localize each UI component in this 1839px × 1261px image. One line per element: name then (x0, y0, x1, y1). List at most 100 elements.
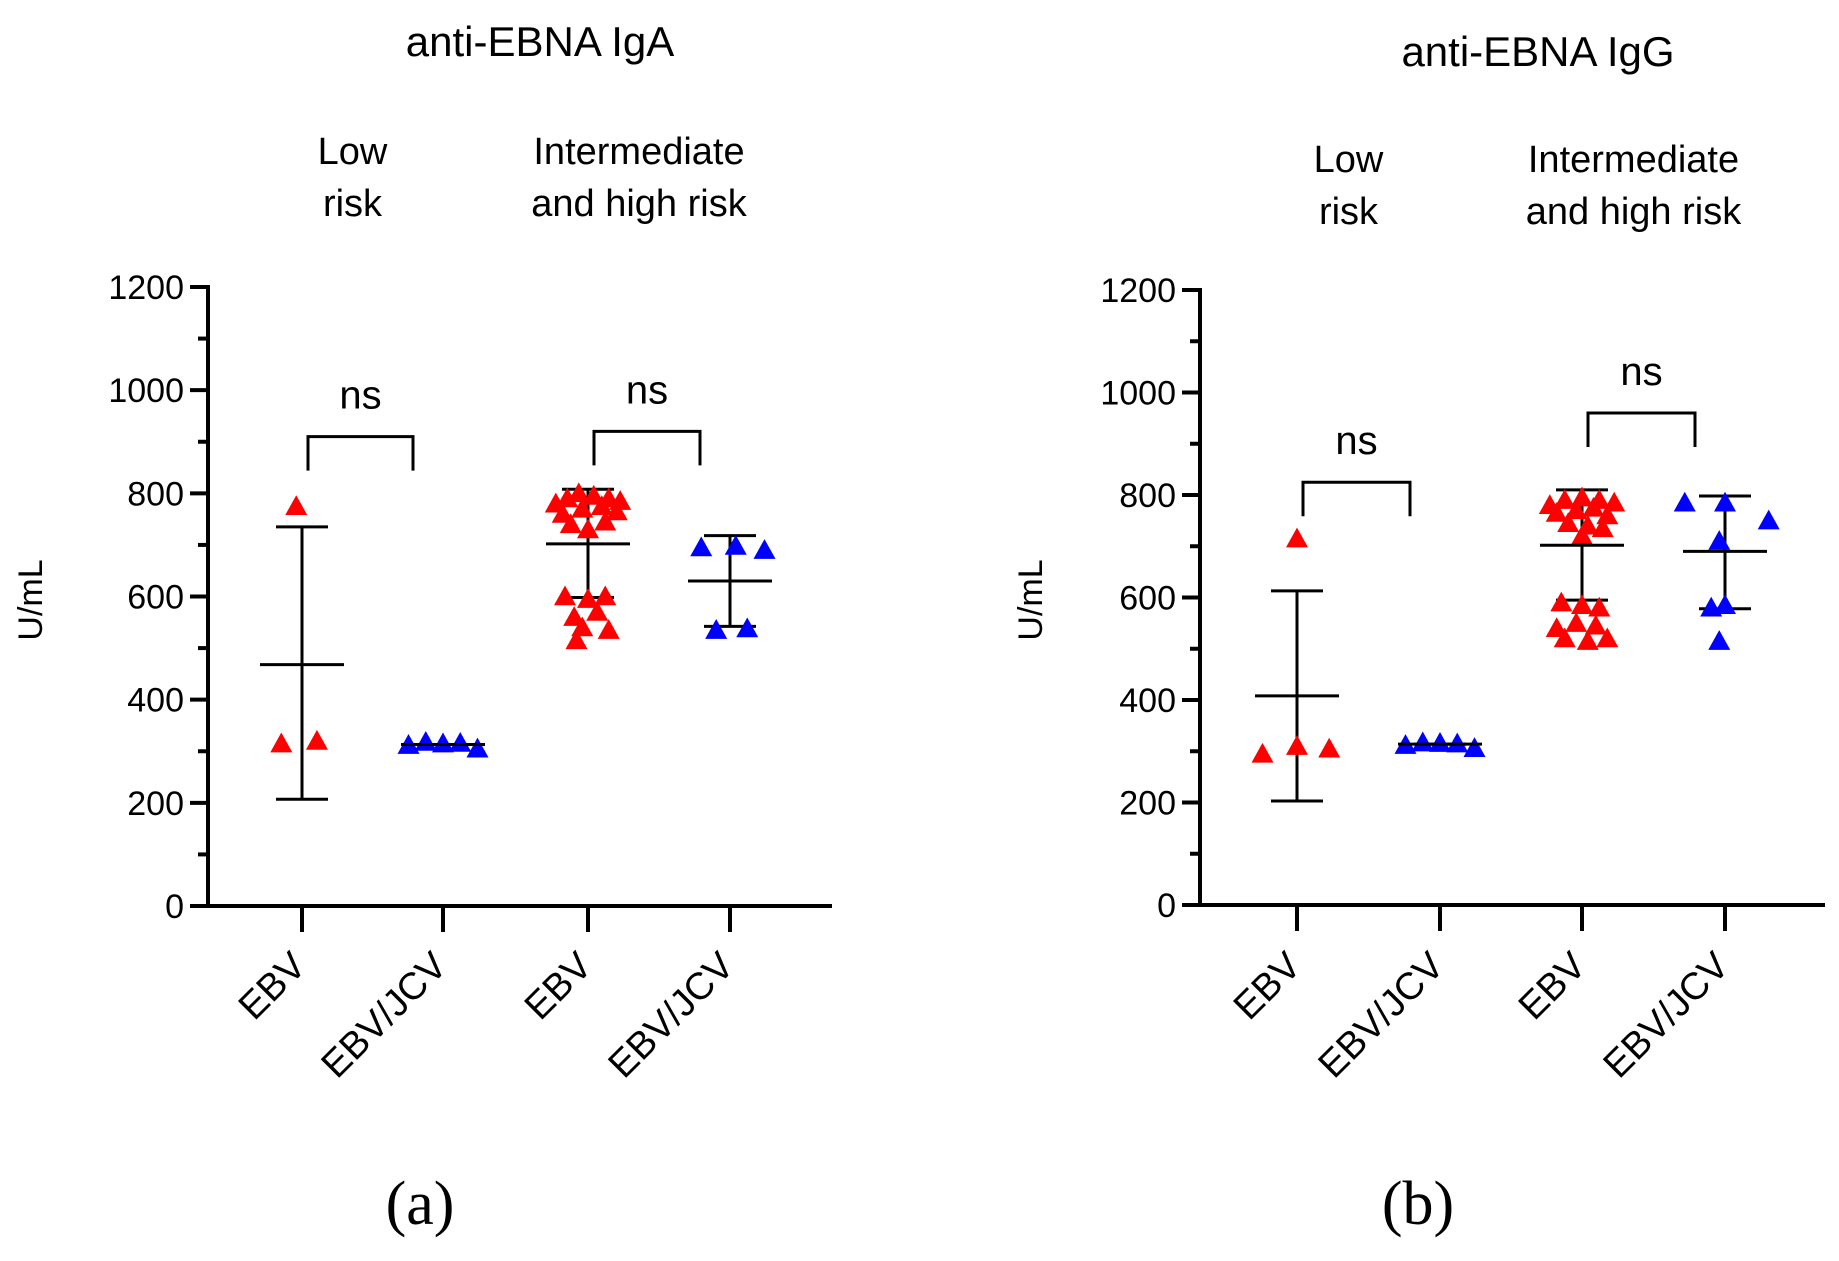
y-tick-label: 1200 (108, 269, 184, 307)
data-point (1714, 491, 1736, 512)
data-point (563, 606, 586, 626)
data-point (554, 585, 576, 606)
data-point (1429, 732, 1451, 752)
risk-group-label: Low (318, 131, 388, 173)
risk-group-label: risk (1319, 191, 1379, 233)
data-point (1571, 594, 1593, 614)
y-tick-label: 600 (127, 579, 184, 617)
data-point (1565, 499, 1588, 520)
data-point (1446, 732, 1469, 753)
data-point (582, 484, 605, 505)
data-point (1596, 627, 1619, 648)
y-tick-label: 600 (1119, 580, 1176, 618)
data-point (594, 510, 617, 531)
y-tick-label: 400 (127, 682, 184, 720)
data-point (586, 600, 609, 621)
data-point (597, 619, 620, 639)
significance-label: ns (1335, 419, 1377, 463)
data-point (1251, 742, 1274, 763)
data-point (594, 585, 617, 606)
x-tick-label: EBV (1511, 944, 1595, 1028)
x-tick-label: EBV/JCV (314, 944, 456, 1086)
data-point (559, 513, 582, 534)
chart-title: anti-EBNA IgG (1401, 28, 1674, 75)
panel-a: anti-EBNA IgA U/mL (a) 0 200 400 600 800 1000… (12, 18, 832, 1238)
panel-b: anti-EBNA IgG U/mL (b) 0 200 400 600 800 1000… (1012, 28, 1825, 1238)
comparison-bracket (592, 429, 702, 466)
data-point (1545, 501, 1568, 522)
data-point (753, 539, 776, 559)
comparison-bracket (306, 435, 415, 471)
risk-group-label: Low (1314, 139, 1384, 181)
data-point (270, 732, 293, 753)
data-point (605, 500, 628, 521)
data-point (1565, 612, 1588, 632)
y-tick-label: 1000 (1100, 375, 1176, 413)
x-tick-label: EBV (517, 944, 601, 1028)
risk-group-label: and high risk (1526, 191, 1742, 233)
significance-label: ns (1620, 350, 1662, 394)
data-point (736, 617, 759, 638)
data-point (414, 730, 437, 751)
significance-label: ns (626, 368, 668, 412)
data-point (1571, 525, 1593, 545)
y-axis-label: U/mL (12, 559, 50, 640)
panel-letter: (b) (1382, 1170, 1454, 1238)
data-point (285, 495, 308, 516)
x-tick-label: EBV (1226, 944, 1310, 1028)
data-point (1588, 596, 1611, 617)
y-tick-label: 400 (1119, 682, 1176, 720)
y-tick-label: 200 (127, 785, 184, 823)
data-point (1757, 509, 1780, 530)
data-point (1411, 731, 1434, 752)
data-point (1557, 512, 1580, 532)
y-tick-label: 0 (165, 888, 184, 926)
y-tick-label: 1200 (1100, 272, 1176, 310)
data-point (1591, 517, 1614, 538)
x-tick-label: EBV/JCV (1596, 944, 1738, 1086)
data-point (1582, 496, 1605, 517)
risk-group-label: Intermediate (533, 131, 744, 173)
data-point (724, 534, 747, 555)
y-tick-label: 200 (1119, 785, 1176, 823)
y-tick-label: 1000 (108, 372, 184, 410)
data-point (449, 731, 472, 752)
risk-group-label: and high risk (531, 183, 747, 225)
data-point (1286, 735, 1308, 755)
data-point (432, 732, 454, 753)
data-point (1463, 737, 1486, 757)
y-tick-label: 0 (1157, 887, 1176, 925)
data-point (1708, 530, 1731, 550)
data-point (1553, 627, 1576, 648)
comparison-bracket (1586, 411, 1697, 447)
data-point (1584, 614, 1607, 635)
data-point (565, 629, 588, 650)
data-point (705, 619, 728, 639)
chart-title: anti-EBNA IgA (406, 18, 674, 65)
data-point (466, 737, 489, 758)
y-axis-label: U/mL (1012, 559, 1050, 640)
risk-group-label: Intermediate (1528, 139, 1739, 181)
data-point (1603, 491, 1626, 512)
data-point (590, 495, 613, 516)
data-point (567, 482, 590, 503)
data-point (577, 518, 599, 539)
comparison-bracket (1301, 480, 1412, 517)
data-point (1673, 491, 1696, 512)
x-tick-label: EBV/JCV (601, 944, 743, 1086)
data-point (1550, 591, 1573, 612)
data-point (1318, 737, 1341, 758)
data-point (571, 497, 594, 518)
data-point (577, 588, 599, 608)
data-point (551, 502, 574, 523)
data-point (1286, 527, 1308, 548)
y-tick-label: 800 (1119, 477, 1176, 515)
data-point (1576, 630, 1599, 650)
data-point (556, 487, 579, 508)
data-point (690, 536, 713, 557)
panel-letter: (a) (386, 1170, 455, 1238)
data-point (1714, 594, 1736, 614)
data-point (305, 729, 328, 750)
data-point (1708, 630, 1731, 650)
